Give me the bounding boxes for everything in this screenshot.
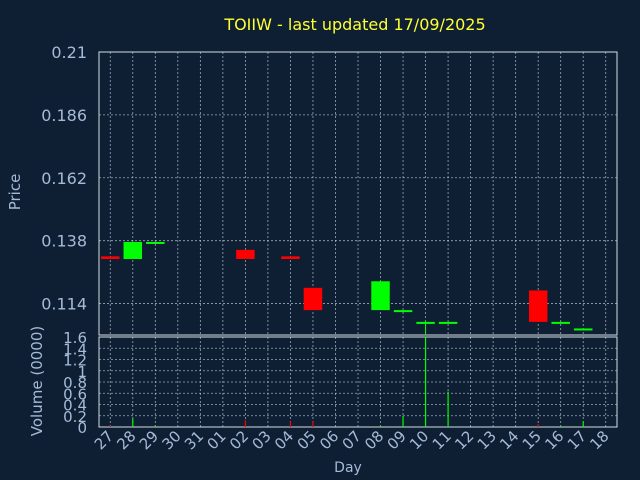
volume-tick-label: 0.8 — [63, 374, 87, 392]
volume-tick-label: 0.2 — [63, 408, 87, 426]
day-tick-label: 18 — [586, 427, 612, 453]
price-panel-frame — [98, 51, 618, 336]
candle-body — [416, 321, 435, 324]
day-axis-label: Day — [334, 460, 362, 476]
volume-tick-label: 0 — [77, 419, 87, 437]
price-tick-label: 0.186 — [41, 106, 87, 125]
day-tick-labels: 2728293031010203040506070809101112131415… — [91, 427, 613, 453]
candle-body — [551, 321, 570, 324]
volume-tick-label: 1.4 — [63, 340, 87, 358]
volume-tick-label: 1 — [77, 363, 87, 381]
price-tick-label: 0.162 — [41, 169, 87, 188]
volume-tick-label: 0.6 — [63, 385, 87, 403]
volume-panel: 1.61.41.210.80.60.40.20 — [63, 329, 618, 437]
price-axis-label: Price — [6, 174, 24, 211]
volume-panel-frame — [98, 336, 618, 428]
price-tick-label: 0.21 — [51, 43, 87, 62]
candle-body — [438, 321, 458, 324]
chart-title: TOIIW - last updated 17/09/2025 — [223, 15, 485, 34]
volume-tick-label: 1.6 — [63, 329, 87, 347]
candle-body — [573, 328, 593, 331]
volume-tick-label: 0.4 — [63, 397, 87, 415]
candle-body — [371, 281, 390, 311]
price-panel: 0.21 0.186 0.162 0.138 0.114 — [41, 43, 618, 336]
candle-body — [146, 241, 165, 244]
candle-body — [101, 256, 120, 260]
candle-body — [123, 241, 143, 260]
candle-body — [236, 249, 255, 260]
candle-body — [281, 256, 300, 260]
candle-body — [393, 310, 413, 313]
candle-body — [528, 290, 548, 322]
candle-body — [303, 287, 323, 311]
price-tick-label: 0.138 — [41, 232, 87, 251]
price-tick-label: 0.114 — [41, 295, 87, 314]
volume-axis-label: Volume (0000) — [28, 326, 46, 436]
volume-tick-label: 1.2 — [63, 352, 87, 370]
